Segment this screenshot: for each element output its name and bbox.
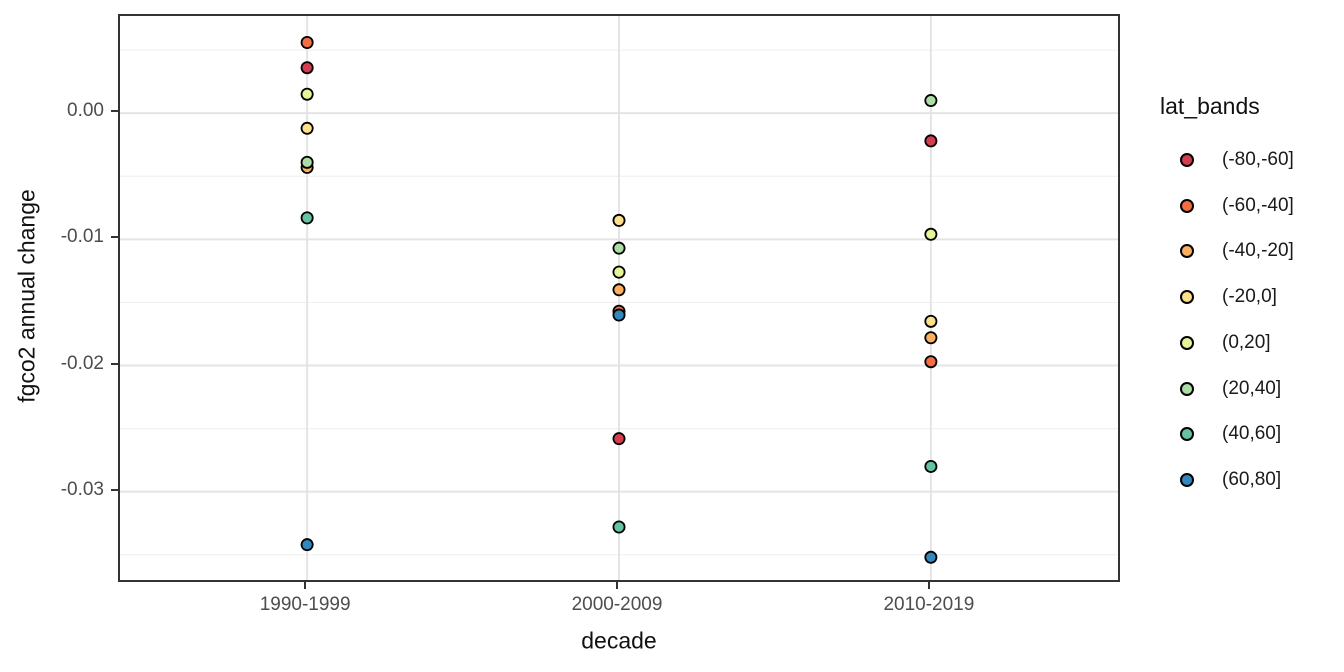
data-point (924, 331, 938, 345)
data-point (924, 94, 938, 108)
legend-entry: (-60,-40] (1160, 195, 1294, 217)
legend-swatch-circle-icon (1180, 335, 1194, 350)
legend-entry-label: (-40,-20] (1222, 240, 1294, 262)
legend-entry-label: (60,80] (1222, 468, 1282, 490)
plot-area (120, 16, 1118, 580)
y-tick-label: -0.02 (60, 352, 104, 374)
data-point (612, 213, 626, 227)
legend-swatch-circle-icon (1180, 290, 1194, 305)
data-point (612, 241, 626, 255)
x-tick-label: 2010-2019 (883, 594, 975, 615)
legend-swatch-circle-icon (1180, 198, 1194, 213)
data-point (612, 308, 626, 322)
data-point (924, 134, 938, 148)
data-point (300, 87, 314, 101)
legend-entry: (20,40] (1160, 378, 1281, 400)
legend-entry-label: (40,60] (1222, 423, 1282, 445)
data-point (612, 520, 626, 534)
x-tick-label: 1990-1999 (259, 594, 351, 615)
legend-entry: (-20,0] (1160, 286, 1277, 308)
legend-entry: (-80,-60] (1160, 149, 1294, 171)
legend: lat_bands (-80,-60] (-60,-40] (-40,-20] … (1160, 92, 1344, 512)
y-tick-label: -0.01 (60, 226, 104, 248)
y-tick-mark (111, 362, 118, 365)
data-point (300, 121, 314, 135)
legend-entry: (40,60] (1160, 423, 1281, 445)
data-point (924, 550, 938, 564)
x-tick-mark (304, 582, 307, 589)
y-tick-label: -0.03 (60, 478, 104, 500)
x-tick-mark (927, 582, 930, 589)
legend-entry-label: (-20,0] (1222, 286, 1277, 308)
legend-title: lat_bands (1160, 93, 1260, 119)
legend-entry-label: (20,40] (1222, 377, 1282, 399)
x-tick-mark (616, 582, 618, 589)
data-point (300, 155, 314, 169)
y-tick-mark (111, 488, 118, 491)
data-point (924, 355, 938, 369)
legend-entry: (60,80] (1160, 469, 1281, 491)
legend-entry: (0,20] (1160, 332, 1271, 354)
data-point (924, 227, 938, 241)
data-point (300, 61, 314, 75)
legend-swatch-circle-icon (1180, 244, 1194, 259)
x-tick-label: 2000-2009 (571, 594, 663, 615)
data-point (924, 314, 938, 328)
data-point (612, 265, 626, 279)
legend-entry-label: (-60,-40] (1222, 194, 1294, 216)
legend-entry-label: (-80,-60] (1222, 149, 1294, 170)
y-tick-label: 0.00 (67, 100, 104, 122)
data-point (924, 459, 938, 473)
legend-entry-label: (0,20] (1222, 331, 1271, 353)
plot-panel (118, 14, 1120, 582)
legend-swatch-circle-icon (1180, 427, 1194, 442)
data-point (612, 283, 626, 297)
legend-swatch-circle-icon (1180, 472, 1194, 487)
data-point (300, 538, 314, 552)
y-tick-mark (111, 110, 118, 113)
legend-entry: (-40,-20] (1160, 240, 1294, 262)
y-axis-title: fgco2 annual change (13, 189, 40, 403)
y-tick-mark (111, 236, 118, 239)
x-axis-title: decade (581, 627, 657, 654)
data-point (612, 432, 626, 446)
data-point (300, 35, 314, 49)
data-point (300, 211, 314, 225)
legend-swatch-circle-icon (1180, 381, 1194, 396)
legend-swatch-circle-icon (1180, 153, 1194, 167)
